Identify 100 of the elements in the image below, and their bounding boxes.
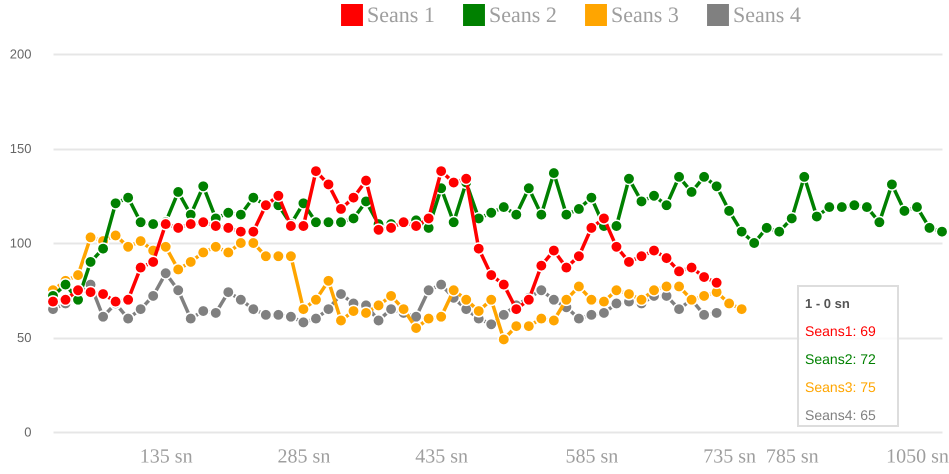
point [72, 268, 84, 282]
point [334, 288, 348, 300]
point [572, 280, 586, 293]
point [372, 223, 385, 236]
point [184, 218, 198, 231]
point [422, 212, 436, 225]
point [447, 284, 460, 297]
point [534, 284, 548, 297]
point [360, 306, 372, 320]
point [246, 236, 260, 250]
point [322, 274, 335, 288]
point [234, 293, 248, 306]
point [184, 255, 198, 268]
x-tick-label: 135 sn [140, 446, 193, 468]
x-tick-label: 585 sn [566, 446, 618, 468]
point [497, 332, 510, 346]
point [610, 297, 623, 310]
point [497, 308, 510, 322]
point [484, 293, 498, 306]
annotation: Seans4: 65 [805, 407, 876, 423]
point [322, 302, 335, 316]
point [296, 302, 310, 316]
annotation: Seans1: 69 [805, 323, 876, 339]
point [460, 293, 473, 306]
point [272, 308, 285, 322]
point [698, 308, 711, 322]
point [434, 278, 448, 292]
point [46, 295, 60, 308]
point [347, 191, 360, 204]
point [560, 293, 573, 306]
point [685, 261, 698, 274]
point [410, 220, 423, 232]
point [360, 174, 372, 188]
point [622, 288, 636, 300]
point [84, 286, 98, 299]
point [234, 236, 248, 250]
legend-label: Seans 1 [367, 2, 435, 27]
point [122, 240, 135, 254]
point [710, 276, 724, 290]
point [209, 220, 222, 232]
x-tick-label: 735 sn [703, 446, 756, 468]
x-tick-label: 285 sn [278, 446, 330, 468]
point [172, 284, 185, 297]
annotation: Seans2: 72 [805, 351, 876, 367]
y-tick-label: 0 [24, 424, 32, 440]
point [146, 255, 160, 268]
point [584, 308, 598, 322]
point [510, 302, 523, 316]
point [334, 202, 348, 216]
point [422, 312, 436, 326]
point [309, 312, 322, 326]
point [96, 288, 110, 300]
point [484, 268, 498, 282]
point [309, 164, 322, 178]
point [497, 278, 510, 292]
point [159, 240, 172, 254]
point [246, 225, 260, 238]
point [72, 284, 84, 297]
point [222, 246, 235, 259]
point [372, 314, 385, 327]
point [472, 304, 486, 318]
point [384, 289, 398, 302]
point [122, 293, 135, 306]
point [309, 293, 322, 306]
point [322, 178, 335, 191]
point [296, 316, 310, 329]
point [597, 306, 610, 320]
point [484, 318, 498, 331]
point [184, 312, 198, 326]
point [334, 314, 348, 327]
point [447, 176, 460, 189]
point [572, 250, 586, 263]
point [422, 284, 436, 297]
point [648, 244, 660, 257]
point [196, 304, 210, 318]
point [534, 312, 548, 326]
y-tick-label: 50 [17, 330, 32, 345]
point [222, 286, 235, 299]
point [134, 234, 148, 248]
y-tick-label: 200 [10, 46, 32, 62]
point [597, 212, 610, 225]
y-tick-label: 150 [10, 141, 32, 156]
point [259, 308, 272, 322]
point [584, 221, 598, 234]
point [384, 221, 398, 234]
point [534, 259, 548, 272]
point [272, 189, 285, 202]
point [710, 306, 724, 320]
point [209, 240, 222, 254]
point [584, 293, 598, 306]
point [610, 240, 623, 254]
legend-label: Seans 2 [489, 2, 557, 27]
point [572, 312, 586, 326]
point [234, 225, 248, 238]
point [272, 250, 285, 263]
x-tick-label: 435 sn [415, 446, 468, 468]
point [397, 302, 410, 316]
y-tick-label: 100 [10, 236, 32, 250]
annotation: 1 - 0 sn [805, 296, 850, 311]
point [672, 264, 686, 278]
